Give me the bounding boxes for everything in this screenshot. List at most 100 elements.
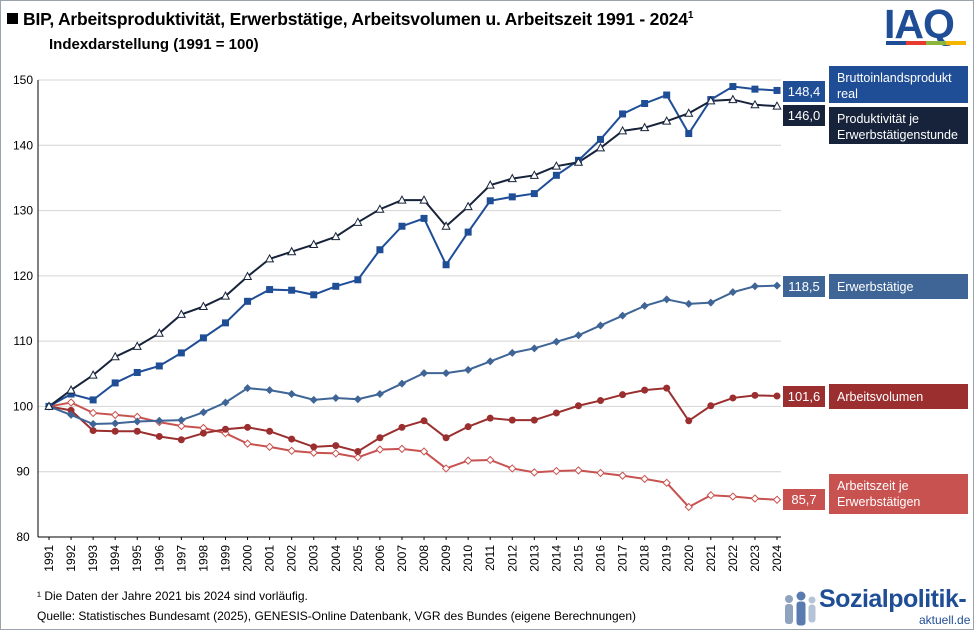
data-point <box>508 193 516 201</box>
data-point <box>89 427 97 435</box>
data-point <box>199 429 207 437</box>
data-point <box>662 295 671 304</box>
series-name-line: Arbeitsvolumen <box>837 390 923 404</box>
data-point <box>773 392 781 400</box>
data-point <box>111 379 119 387</box>
data-point <box>265 442 274 452</box>
x-tick-label: 2024 <box>770 545 784 572</box>
y-tick-label: 140 <box>13 138 33 152</box>
data-point <box>198 301 209 311</box>
x-tick-label: 1995 <box>130 545 144 572</box>
data-point <box>89 396 97 404</box>
data-point <box>574 466 583 475</box>
data-point <box>111 419 120 428</box>
data-point <box>772 495 782 504</box>
data-point <box>552 337 561 346</box>
title-row: BIP, Arbeitsproduktivität, Erwerbstätige… <box>7 9 693 30</box>
series-name-line: real <box>837 87 858 101</box>
data-point <box>332 442 340 450</box>
data-point <box>110 410 120 420</box>
data-point <box>375 445 385 454</box>
x-tick-label: 2005 <box>351 545 365 572</box>
y-tick-label: 80 <box>16 530 30 544</box>
data-point <box>375 390 384 399</box>
series-line <box>48 387 778 453</box>
data-point <box>155 416 164 425</box>
data-point <box>619 391 627 399</box>
data-point <box>464 423 472 431</box>
data-point <box>177 421 186 431</box>
logo-stripe <box>906 41 926 45</box>
data-point <box>486 357 495 366</box>
series-lines <box>48 85 778 509</box>
data-point <box>177 416 186 425</box>
data-point <box>309 448 318 457</box>
data-point <box>595 142 606 152</box>
chart-subtitle: Indexdarstellung (1991 = 100) <box>49 36 259 53</box>
x-tick-label: 1999 <box>218 545 232 572</box>
series-name-label: Erwerbstätige <box>837 280 913 294</box>
data-point <box>508 464 517 473</box>
series-name-box <box>829 66 968 103</box>
data-point <box>639 122 650 132</box>
x-tick-label: 1998 <box>196 545 210 572</box>
series-end-labels: 148,4 Bruttoinlandsprodukt real 146,0 Produk… <box>783 66 968 514</box>
data-point <box>773 86 781 94</box>
data-point <box>551 161 562 170</box>
series-name-line: Bruttoinlandsprodukt <box>837 71 952 85</box>
data-point <box>685 130 693 138</box>
data-point <box>397 195 407 204</box>
series-name-box <box>829 474 968 514</box>
data-point <box>706 298 715 307</box>
data-point <box>243 439 252 448</box>
data-point <box>110 351 120 361</box>
data-point <box>243 384 252 393</box>
series-line <box>48 284 778 426</box>
data-point <box>618 471 627 480</box>
data-point <box>266 427 274 435</box>
y-tick-label: 90 <box>16 465 30 479</box>
series-name-line: Erwerbstätigenstunde <box>837 128 958 142</box>
x-tick-label: 2012 <box>505 545 519 572</box>
data-point <box>750 282 759 291</box>
data-point <box>331 393 340 402</box>
data-point <box>486 414 494 422</box>
x-tick-label: 2007 <box>395 545 409 572</box>
data-point <box>684 108 694 117</box>
series-line <box>48 85 778 408</box>
data-point <box>310 443 318 451</box>
series-end-value: 118,5 <box>788 279 820 294</box>
x-tick-labels: 1991 1992 1993 1994 1995 1996 1997 1998 1999 2000… <box>42 537 784 572</box>
series-end-value: 85,7 <box>791 492 816 507</box>
data-point <box>750 99 760 109</box>
data-point <box>266 286 274 294</box>
data-point <box>706 491 716 500</box>
data-point <box>420 214 428 222</box>
data-point <box>375 204 385 213</box>
x-tick-label: 2000 <box>241 545 255 572</box>
data-point <box>552 409 560 417</box>
series-value-box <box>783 489 825 510</box>
data-point <box>177 436 185 444</box>
data-point <box>464 365 473 374</box>
data-point <box>596 468 605 478</box>
series-end-value: 101,6 <box>788 389 821 404</box>
x-tick-label: 2006 <box>373 545 387 572</box>
series-name-box <box>829 274 968 299</box>
data-point <box>619 110 627 118</box>
data-point <box>508 416 516 424</box>
data-point <box>310 291 318 299</box>
data-point <box>242 271 253 281</box>
x-tick-label: 2013 <box>527 545 541 572</box>
sozialpolitik-logo[interactable]: Sozialpolitik- aktuell.de <box>779 585 974 631</box>
data-point <box>530 344 539 353</box>
data-point <box>398 222 406 230</box>
data-point <box>463 201 473 211</box>
series-name-line: Produktivität je <box>837 112 919 126</box>
x-tick-label: 2003 <box>307 545 321 572</box>
data-point <box>728 288 737 297</box>
data-point <box>508 348 517 357</box>
data-point <box>750 494 760 503</box>
data-point <box>684 299 693 308</box>
x-tick-label: 1992 <box>64 545 78 572</box>
